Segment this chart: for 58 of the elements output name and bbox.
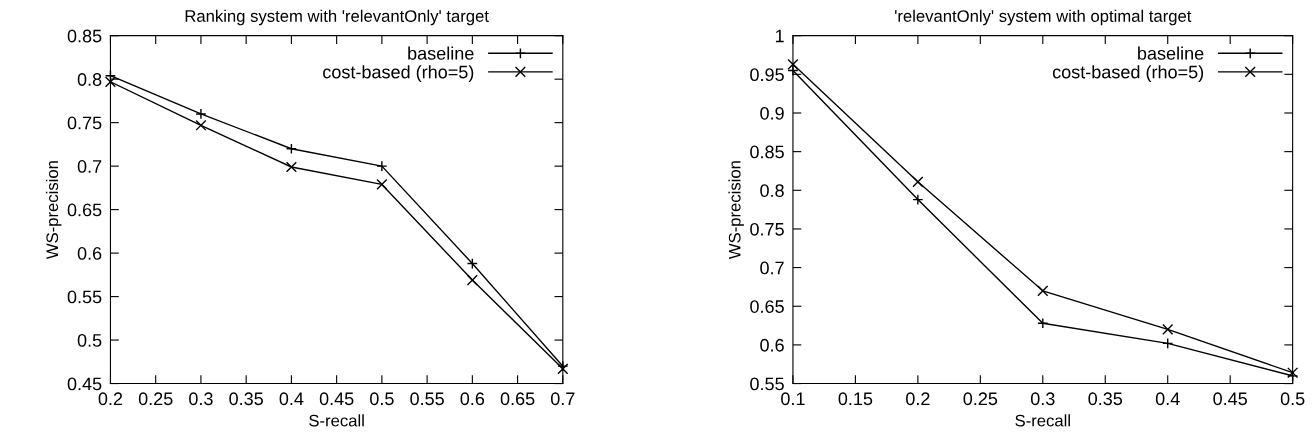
point: [466, 257, 478, 270]
point: [285, 143, 297, 155]
x-tick-label: 0.2: [906, 392, 930, 406]
y-tick-label: 0.55: [67, 290, 102, 304]
y-tick-label: 0.6: [760, 338, 784, 352]
x-tick-label: 0.25: [138, 392, 173, 406]
point: [1037, 285, 1049, 297]
y-tick-label: 0.75: [750, 222, 784, 236]
x-tick-label: 0.4: [1155, 392, 1180, 406]
x-tick-label: 0.3: [1030, 392, 1055, 406]
y-tick-label: 0.7: [760, 261, 784, 275]
y-tick-label: 0.7: [77, 160, 102, 173]
x-tick-label: 0.65: [500, 392, 535, 406]
x-tick-label: 0.35: [1088, 392, 1123, 406]
y-tick-label: 0.75: [67, 116, 102, 130]
y-tick-label: 0.85: [67, 29, 102, 43]
x-tick-label: 0.2: [98, 392, 123, 406]
legend-label: baseline: [1138, 46, 1204, 60]
x-tick-label: 0.15: [838, 392, 873, 406]
y-tick-label: 1: [775, 29, 784, 43]
point: [285, 161, 297, 173]
y-tick-label: 0.65: [750, 300, 784, 313]
y-tick-label: 0.8: [77, 73, 102, 86]
x-tick-label: 0.25: [963, 392, 998, 406]
point: [195, 119, 207, 131]
y-tick-label: 0.55: [750, 377, 784, 391]
x-tick-label: 0.55: [410, 392, 444, 406]
x-tick-label: 0.45: [319, 392, 354, 406]
y-tick-label: 0.85: [750, 145, 784, 159]
legend-label: cost-based (rho=5): [1052, 65, 1204, 82]
x-tick-label: 0.35: [229, 392, 263, 406]
x-tick-label: 0.5: [370, 392, 394, 406]
point: [1162, 323, 1174, 336]
legend-label: baseline: [408, 46, 474, 60]
y-tick-label: 0.45: [67, 377, 102, 391]
x-tick-label: 0.3: [189, 392, 213, 406]
legend-label: cost-based (rho=5): [323, 65, 474, 82]
x-tick-label: 0.5: [1280, 392, 1305, 406]
chart-title: 'relevantOnly' system with optimal target: [895, 9, 1192, 26]
x-tick-label: 0.7: [550, 392, 575, 406]
x-tick-label: 0.4: [279, 392, 304, 406]
x-tick-label: 0.1: [781, 392, 805, 406]
y-tick-label: 0.5: [77, 334, 102, 347]
chart-title: Ranking system with 'relevantOnly' target: [185, 9, 489, 26]
point: [912, 176, 924, 188]
x-axis-title: S-recall: [1015, 414, 1070, 427]
y-axis-title: WS-precision: [45, 161, 62, 260]
x-axis-title: S-recall: [309, 414, 364, 427]
point: [466, 274, 478, 286]
y-tick-label: 0.95: [750, 68, 784, 82]
y-tick-label: 0.8: [760, 184, 784, 198]
y-axis-title: WS-precision: [728, 161, 744, 260]
y-tick-label: 0.9: [760, 106, 784, 120]
y-tick-label: 0.6: [77, 247, 102, 260]
x-tick-label: 0.6: [460, 392, 485, 406]
y-tick-label: 0.65: [67, 203, 102, 217]
point: [376, 178, 388, 190]
x-tick-label: 0.45: [1213, 392, 1247, 406]
